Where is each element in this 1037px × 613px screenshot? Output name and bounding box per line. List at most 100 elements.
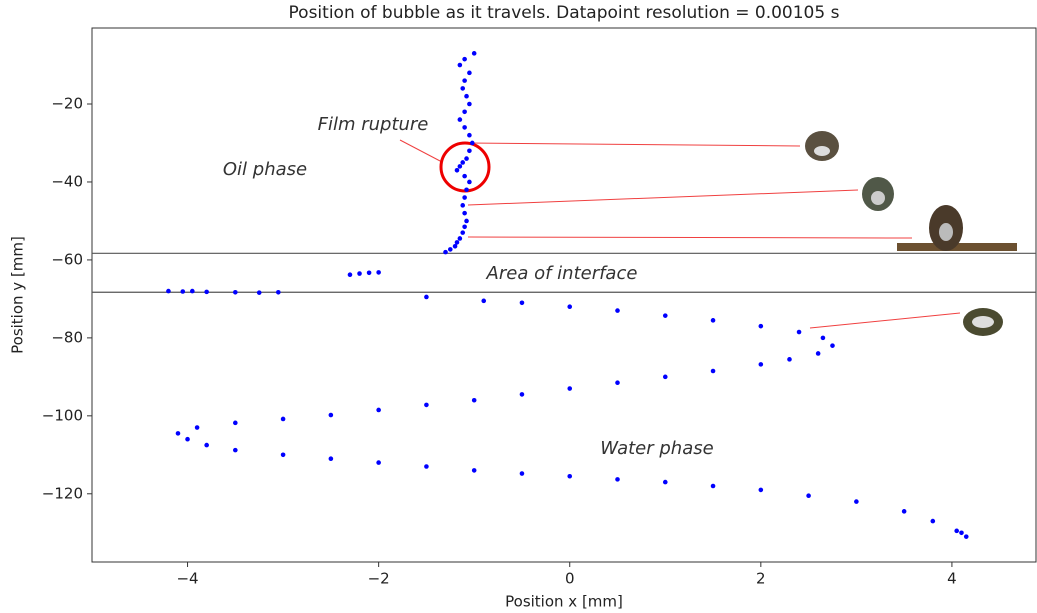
data-point [447,247,453,252]
x-axis-label: Position x [mm] [505,593,623,611]
data-point [462,125,467,130]
data-point [796,329,802,335]
data-point [662,313,668,318]
data-point [454,240,460,245]
data-point [460,160,466,165]
data-point [276,289,281,295]
data-point [328,456,334,462]
data-point [462,56,467,62]
data-point [615,477,620,482]
data-point [233,289,238,295]
data-point [830,343,835,348]
data-point [567,304,573,309]
y-tick-label: −120 [42,484,83,502]
data-point [519,392,525,397]
data-point [457,117,463,122]
data-point [185,436,190,442]
data-point [256,290,262,295]
data-point [457,62,463,68]
data-point [930,518,936,524]
plot-frame [91,27,1037,563]
data-point [204,289,209,295]
annotation: Film rupture [318,114,429,135]
data-point [954,528,959,534]
data-point [280,416,286,422]
annotation: Water phase [600,438,713,459]
data-point [462,173,467,179]
data-point [460,86,466,91]
data-point [815,351,821,356]
annotation: Oil phase [223,159,307,180]
data-point [464,156,469,161]
data-point [233,447,238,453]
data-point [854,499,859,504]
data-point [567,386,573,391]
data-point [424,402,429,408]
data-point [464,187,469,193]
x-tick-label: 0 [565,570,575,588]
annotation: Area of interface [486,263,638,284]
data-point [567,473,573,479]
data-point [462,224,467,230]
data-point [280,452,286,458]
data-point [710,483,716,489]
data-point [175,431,181,436]
data-point [758,362,764,367]
data-point [467,148,472,154]
data-point [460,203,466,208]
data-point [471,397,477,403]
y-tick-label: −20 [51,95,83,113]
y-tick-label: −100 [42,406,83,424]
data-point [758,323,764,329]
data-point [328,412,334,418]
data-point [376,270,381,275]
data-point [710,368,716,374]
y-tick-label: −40 [51,172,83,190]
x-tick-label: −4 [176,570,198,588]
data-point [462,210,467,216]
data-point [467,101,472,107]
data-point [376,460,381,465]
data-point [662,479,668,485]
data-point [806,493,811,499]
data-point [462,78,467,83]
data-point [959,530,964,536]
data-point [820,335,826,341]
data-point [615,308,620,313]
chart-title: Position of bubble as it travels. Datapo… [289,3,840,23]
data-point [481,298,487,304]
data-point [662,374,668,380]
data-point [462,109,467,115]
y-tick-label: −80 [51,328,83,346]
data-point [376,407,381,413]
data-point [467,132,472,138]
data-point [457,164,463,169]
data-point [467,70,472,76]
data-point [190,288,195,294]
x-tick-label: −2 [368,570,390,588]
data-point [233,420,238,426]
data-point [347,272,353,278]
data-point [464,93,469,99]
data-point [471,51,477,56]
data-point [469,140,475,146]
data-point [424,294,429,300]
data-point [519,300,525,306]
data-point [462,195,467,200]
data-point [204,442,209,448]
data-point [457,236,463,241]
data-point [464,218,469,224]
data-point [467,179,472,185]
data-point [194,425,200,430]
data-point [166,288,171,294]
x-tick-label: 2 [756,570,766,588]
bubble-images [805,131,1017,336]
data-point [519,471,525,476]
data-point [710,318,716,323]
data-point [963,534,969,539]
data-point [180,289,186,294]
data-point [460,230,466,235]
data-point [787,357,792,362]
y-axis-label: Position y [mm] [9,236,27,354]
